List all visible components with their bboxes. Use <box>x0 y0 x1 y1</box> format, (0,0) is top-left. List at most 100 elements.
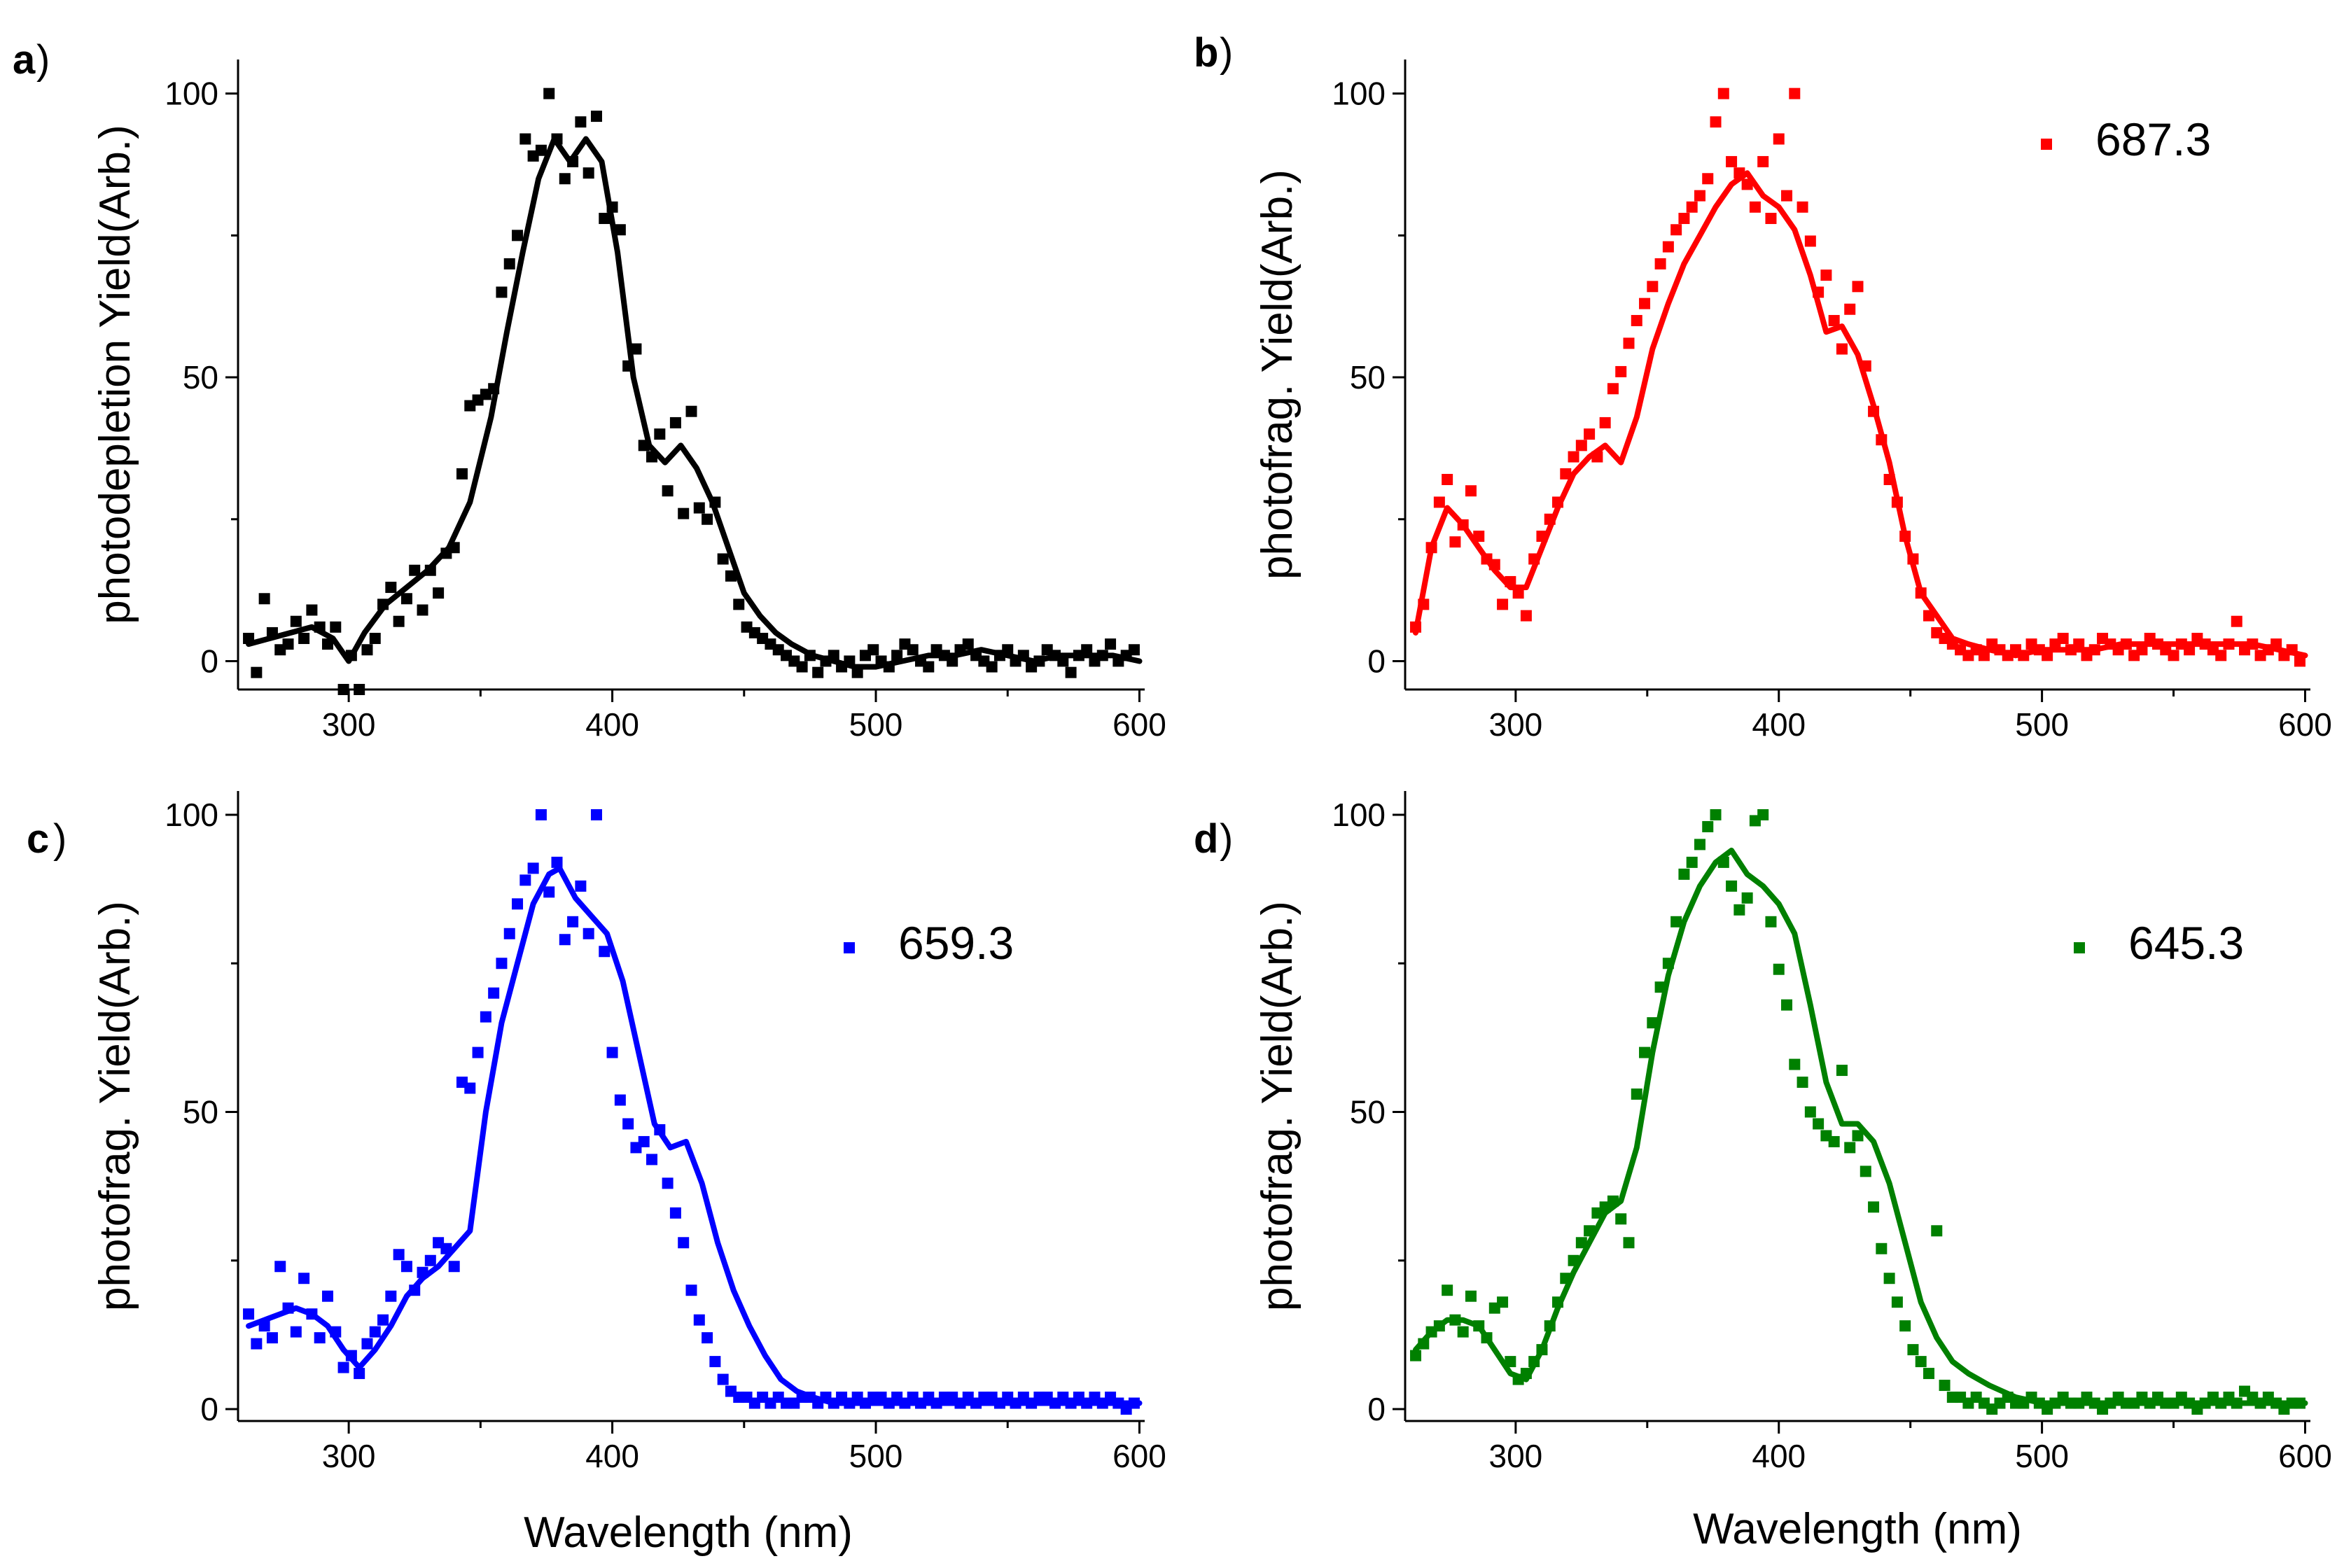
panel-c-data-point <box>354 1368 365 1380</box>
panel-a-data-point <box>986 661 998 673</box>
panel-a-data-point <box>947 655 958 667</box>
panel-b-xtick-label: 300 <box>1488 706 1542 743</box>
panel-c-data-point <box>606 1046 618 1058</box>
panel-a-data-point <box>559 173 571 185</box>
panel-d-data-point <box>1757 808 1769 820</box>
panel-b-fit-line <box>1413 170 2308 659</box>
panel-a-data-point <box>678 507 690 519</box>
panel-d-data-point <box>1876 1242 1888 1254</box>
panel-c-data-point <box>662 1177 674 1189</box>
panel-b-data-point <box>1623 337 1635 349</box>
panel-c-data-point <box>488 987 500 999</box>
panel-c-data-point <box>377 1314 389 1326</box>
panel-c-data-point <box>551 856 563 868</box>
panel-b-data-point <box>2168 650 2179 662</box>
panel-d-data-point <box>1710 808 1722 820</box>
panel-c-data-point <box>314 1332 326 1344</box>
panel-b-data-point <box>1662 241 1674 253</box>
panel-c-letter: c <box>27 816 49 862</box>
panel-c-data-point <box>472 1046 484 1058</box>
panel-b-plot-area <box>1393 59 2310 702</box>
panel-b-paren: ) <box>1220 30 1233 76</box>
panel-c-xtick-label: 600 <box>1112 1438 1166 1474</box>
panel-d-data-point <box>1686 856 1698 868</box>
panel-c-data-point <box>702 1332 713 1344</box>
panel-b-data-point <box>1512 587 1524 599</box>
panel-a-data-point <box>433 587 445 599</box>
panel-a-data-point <box>867 644 879 656</box>
panel-b-data-point <box>1654 258 1666 270</box>
panel-d-data-point <box>1497 1296 1509 1308</box>
panel-a-data-point <box>575 116 587 128</box>
panel-d-xtick-label: 600 <box>2278 1438 2332 1474</box>
panel-c-xtick-label: 400 <box>585 1438 639 1474</box>
panel-d-data-point <box>1623 1237 1635 1249</box>
panel-d-data-point <box>1765 916 1777 927</box>
panel-b-data-point <box>1757 155 1769 167</box>
panel-b-data-point <box>2184 644 2196 656</box>
panel-b-data-point <box>1584 428 1596 440</box>
panel-c-data-point <box>693 1314 705 1326</box>
panel-a-xtick-label: 500 <box>849 706 903 743</box>
panel-b-data-point <box>1726 155 1738 167</box>
panel-a-data-point <box>543 88 555 99</box>
panel-b-data-point <box>2042 650 2053 662</box>
panel-a-data-point <box>654 428 666 440</box>
panel-b-data-point <box>1568 451 1579 463</box>
panel-d-data-point <box>1575 1237 1587 1249</box>
panel-d-fit-line <box>1413 847 2308 1406</box>
panel-a-data-point <box>369 633 381 645</box>
panel-a-data-point <box>630 343 642 355</box>
panel-d-data-point <box>1813 1118 1825 1130</box>
panel-a-data-point <box>496 286 508 298</box>
panel-a-data-point <box>962 638 974 650</box>
panel-d-letter: d <box>1194 816 1218 862</box>
panel-a-data-point <box>519 133 531 145</box>
panel-b-data-point <box>1781 190 1793 202</box>
panel-a-data-point <box>1128 644 1140 656</box>
panel-d-data-point <box>1781 999 1793 1011</box>
panel-d-ytick-label: 100 <box>1332 797 1386 833</box>
panel-a-data-point <box>321 638 333 650</box>
panel-b-data-point <box>1647 281 1659 293</box>
panel-b-ylabel: photofrag. Yield(Arb.) <box>1253 169 1302 580</box>
panel-b-data-point <box>1631 314 1642 326</box>
panel-d-data-point <box>1670 916 1682 927</box>
panel-a-data-point <box>306 604 318 616</box>
panel-a-data-point <box>512 230 524 241</box>
panel-c-data-point <box>638 1135 650 1147</box>
panel-b-data-point <box>1670 224 1682 236</box>
panel-c-data-point <box>393 1249 405 1261</box>
panel-c-xtick-label: 500 <box>849 1438 903 1474</box>
panel-b-ytick-label: 0 <box>1367 643 1386 679</box>
panel-a-data-point <box>409 564 421 576</box>
panel-a-ytick-label: 50 <box>183 359 218 396</box>
panel-c-ylabel: photofrag. Yield(Arb.) <box>91 901 139 1311</box>
panel-d-ylabel: photofrag. Yield(Arb.) <box>1253 901 1302 1311</box>
panel-a-data-point <box>354 684 365 695</box>
panel-a-data-point <box>662 485 674 497</box>
panel-c-data-point <box>709 1356 721 1368</box>
panel-a-ytick-label: 100 <box>165 76 218 112</box>
panel-d-data-point <box>1868 1201 1880 1213</box>
panel-a-data-point <box>503 258 515 270</box>
panel-c-data-point <box>464 1082 476 1094</box>
panel-a-data-point <box>725 570 737 582</box>
panel-a-letter: a <box>13 37 36 83</box>
panel-d: d ) 300 400 500 600 0 50 100 photofrag. … <box>1194 791 2332 1474</box>
panel-c-legend-marker <box>844 942 855 953</box>
panel-a-data-point <box>456 468 468 479</box>
panel-b-data-point <box>1765 213 1777 225</box>
panel-d-data-point <box>1773 963 1785 975</box>
panel-b-data-point <box>1694 190 1705 202</box>
panel-c-data-point <box>321 1290 333 1302</box>
panel-a-data-point <box>582 167 594 179</box>
panel-a-data-point <box>282 638 294 650</box>
panel-b-data-point <box>2215 650 2227 662</box>
panel-a-data-point <box>330 621 342 633</box>
panel-c-data-point <box>496 958 508 969</box>
panel-d-data-point <box>1615 1213 1627 1225</box>
panel-d-data-point <box>1899 1320 1911 1332</box>
panel-a-data-point <box>251 666 263 678</box>
